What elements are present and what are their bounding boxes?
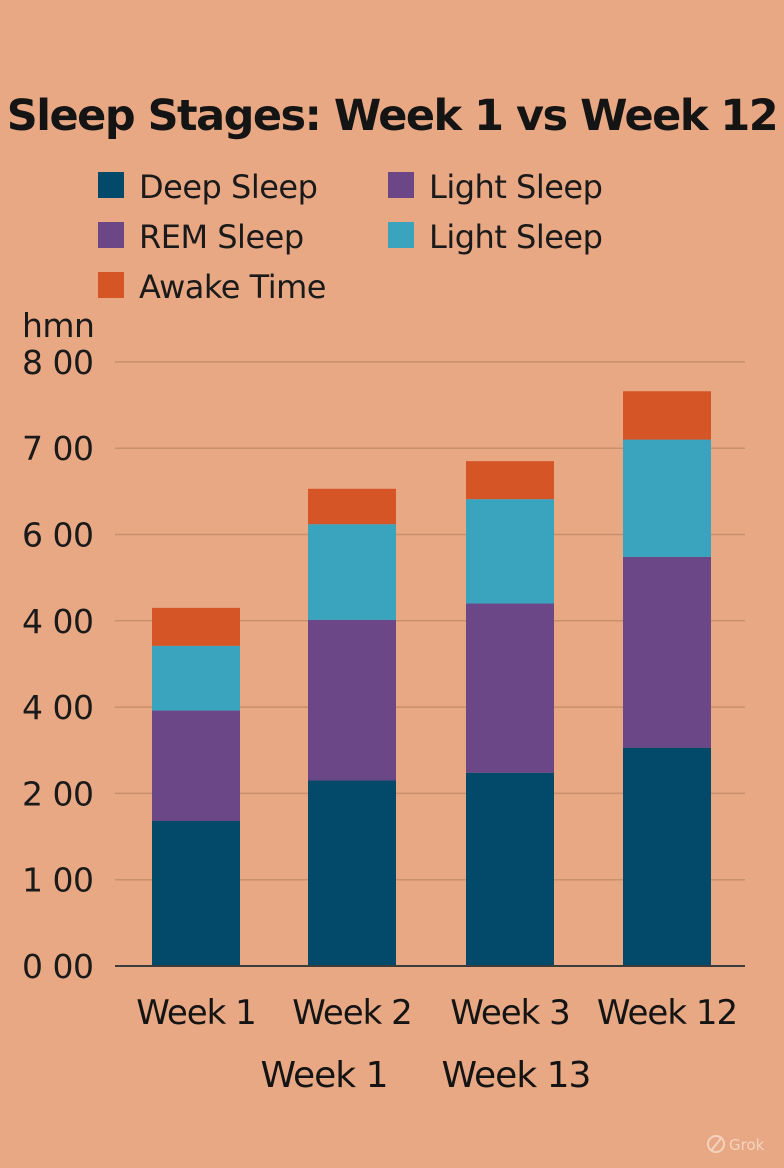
bars — [152, 391, 711, 966]
x-tick-label: Week 3 — [450, 993, 570, 1033]
watermark: Grok — [707, 1135, 765, 1154]
bar-segment — [466, 772, 554, 966]
legend-label: Deep Sleep — [139, 168, 317, 206]
legend-swatch — [98, 172, 124, 198]
bar-segment — [308, 619, 396, 781]
bar-segment — [308, 524, 396, 620]
legend-label: Light Sleep — [429, 168, 602, 206]
x-axis-sublabels: Week 1 Week 13 — [261, 1055, 592, 1096]
y-tick-label: 1 00 — [22, 861, 93, 900]
legend-swatch — [388, 222, 414, 248]
legend-label: Light Sleep — [429, 218, 602, 256]
bar-segment — [466, 499, 554, 604]
y-tick-label: 8 00 — [22, 343, 93, 382]
x-axis-ticks: Week 1 Week 2 Week 3 Week 12 — [136, 993, 738, 1033]
y-tick-label: 2 00 — [22, 774, 93, 813]
legend-label: REM Sleep — [139, 218, 304, 256]
x-tick-label: Week 1 — [136, 993, 256, 1033]
legend-swatch — [98, 272, 124, 298]
legend-swatch — [98, 222, 124, 248]
bar-segment — [308, 488, 396, 525]
x-tick-label: Week 12 — [597, 993, 737, 1033]
chart-title: Sleep Stages: Week 1 vs Week 12 — [7, 91, 777, 141]
bar-segment — [466, 603, 554, 773]
grok-logo-icon — [707, 1135, 725, 1153]
legend-swatch — [388, 172, 414, 198]
bar-segment — [152, 821, 240, 966]
y-tick-label: 7 00 — [22, 429, 93, 468]
y-tick-label: 0 00 — [22, 947, 93, 986]
bar-segment — [152, 607, 240, 646]
bar-segment — [466, 461, 554, 500]
bar-segment — [623, 747, 711, 966]
bar-segment — [623, 439, 711, 557]
bar-segment — [623, 556, 711, 748]
y-tick-label: 4 00 — [22, 602, 93, 641]
x-sublabel: Week 1 — [261, 1055, 388, 1096]
bar-segment — [152, 710, 240, 822]
bar-segment — [308, 780, 396, 966]
x-tick-label: Week 2 — [292, 993, 412, 1033]
legend: Deep Sleep Light Sleep REM Sleep Light Slee… — [98, 168, 603, 306]
legend-label: Awake Time — [139, 268, 326, 306]
y-tick-label: 6 00 — [22, 516, 93, 555]
y-axis-ticks: 0 00 1 00 2 00 4 00 4 00 6 00 7 00 8 00 — [22, 343, 94, 986]
bar-segment — [152, 645, 240, 711]
bar-segment — [623, 391, 711, 440]
y-axis-label: hmn — [22, 306, 94, 345]
watermark-text: Grok — [729, 1136, 765, 1154]
x-sublabel: Week 13 — [442, 1055, 591, 1096]
y-tick-label: 4 00 — [22, 688, 93, 727]
